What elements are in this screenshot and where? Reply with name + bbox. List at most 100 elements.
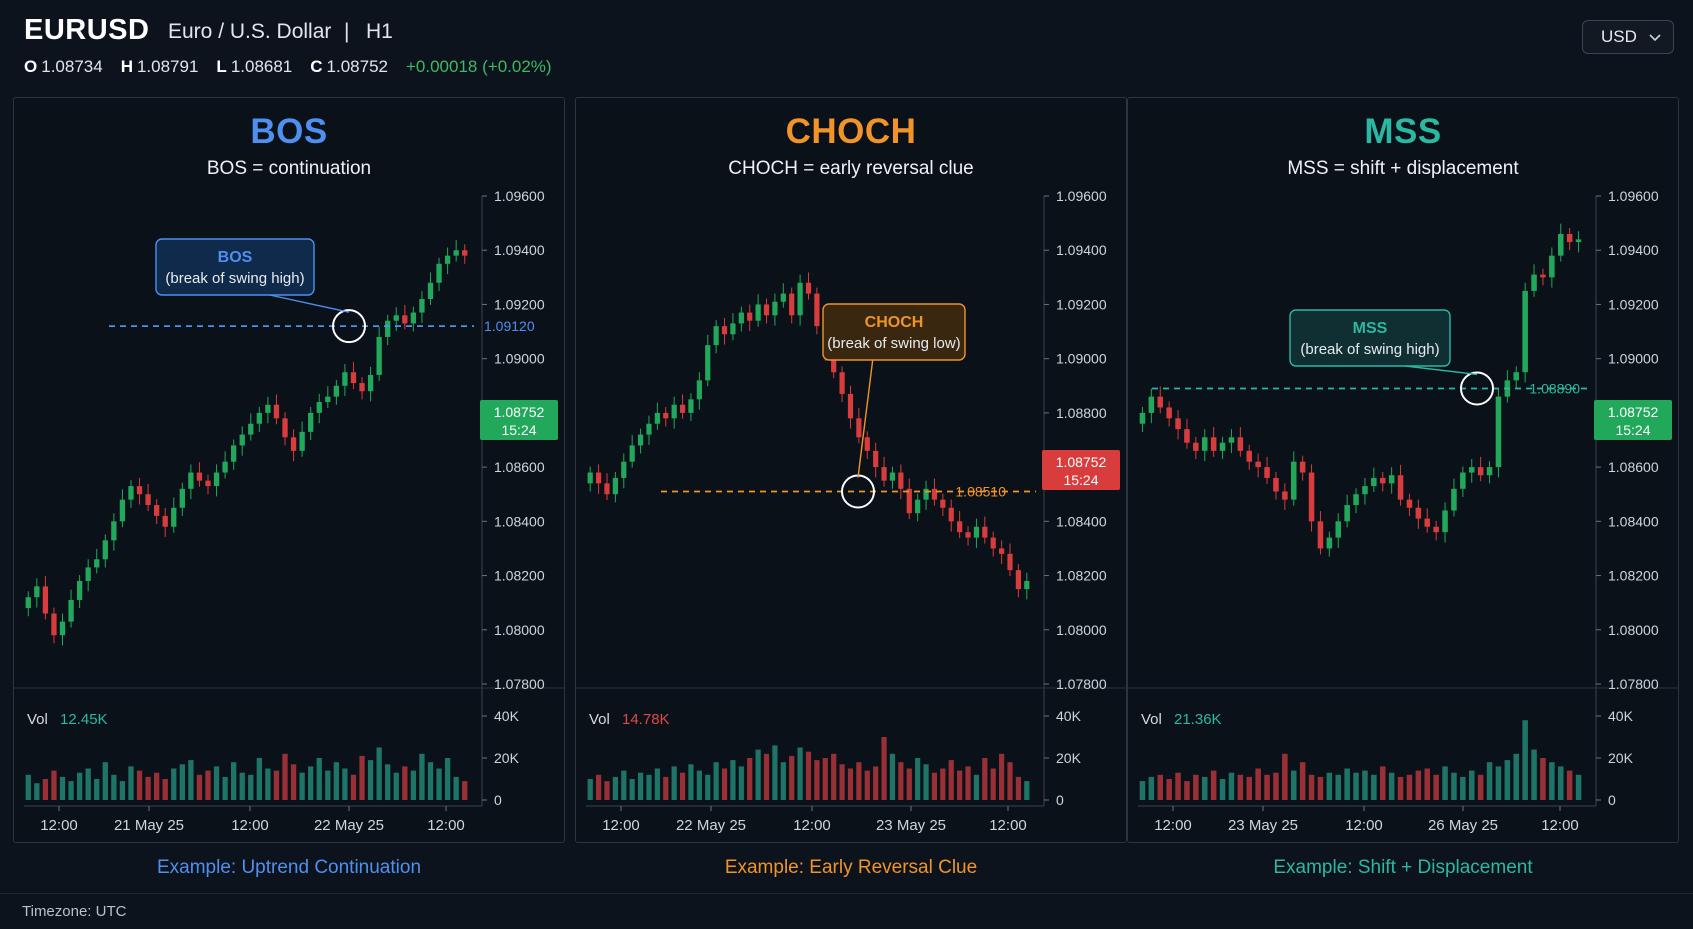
candle-body xyxy=(76,580,83,600)
footer-divider xyxy=(0,893,1693,894)
candle-body xyxy=(814,293,820,327)
price-tag-value: 1.08752 xyxy=(1608,404,1659,420)
y-tick-label: 1.09200 xyxy=(1608,296,1659,312)
open-label: O xyxy=(24,57,38,76)
candle-body xyxy=(738,312,744,324)
timeframe-label[interactable]: H1 xyxy=(366,20,393,43)
callout-box xyxy=(1289,309,1451,367)
candle-body xyxy=(1575,239,1582,243)
y-tick-label: 1.07800 xyxy=(1608,676,1659,692)
volume-bar xyxy=(462,781,468,800)
volume-bar xyxy=(839,764,845,800)
y-tick-label: 1.09600 xyxy=(494,188,545,204)
vol-tick-label: 0 xyxy=(1056,792,1064,808)
volume-bar xyxy=(814,760,820,800)
y-tick-label: 1.08400 xyxy=(494,513,545,529)
candle-body xyxy=(965,532,971,538)
candle-body xyxy=(94,559,100,568)
y-tick-label: 1.08600 xyxy=(494,459,545,475)
volume-label: Vol xyxy=(27,711,48,728)
x-tick-label: 22 May 25 xyxy=(676,817,746,834)
candle-body xyxy=(1549,255,1555,278)
candle-body xyxy=(453,250,459,256)
candle-body xyxy=(1007,553,1013,571)
volume-bar xyxy=(59,776,66,800)
y-tick-label: 1.08200 xyxy=(1608,568,1659,584)
candle-body xyxy=(621,461,627,478)
candle-body xyxy=(1228,437,1235,443)
volume-bar xyxy=(162,779,168,800)
candle-body xyxy=(1290,461,1297,500)
panel-subtitle: BOS = continuation xyxy=(206,158,372,179)
candle-body xyxy=(1388,475,1395,484)
panel-title: CHOCH xyxy=(785,112,917,151)
candle-body xyxy=(1397,475,1404,500)
close-label: C xyxy=(310,57,323,76)
volume-value: 21.36K xyxy=(1174,711,1222,728)
volume-bar xyxy=(1193,774,1199,800)
candle-body xyxy=(179,488,185,508)
candle-body xyxy=(128,486,134,500)
candle-body xyxy=(915,499,921,514)
candle-body xyxy=(171,507,177,527)
candle-body xyxy=(419,299,425,313)
volume-bar xyxy=(1299,762,1306,800)
volume-bar xyxy=(595,774,602,800)
volume-bar xyxy=(1344,768,1350,800)
volume-bar xyxy=(654,768,660,800)
high-value: 1.08791 xyxy=(136,57,199,76)
volume-bar xyxy=(721,768,728,800)
volume-bar xyxy=(999,753,1005,800)
volume-bar xyxy=(1219,779,1226,800)
y-tick-label: 1.08000 xyxy=(1608,622,1659,638)
y-tick-label: 1.09200 xyxy=(1056,296,1107,312)
bos-chart[interactable]: 1.096001.094001.092001.090001.088001.086… xyxy=(14,98,565,843)
choch-chart[interactable]: 1.096001.094001.092001.090001.088001.086… xyxy=(576,98,1127,843)
volume-bar xyxy=(1495,766,1502,800)
callout-title: CHOCH xyxy=(865,314,924,331)
candle-body xyxy=(747,312,753,321)
volume-bar xyxy=(153,772,160,800)
candle-body xyxy=(654,412,660,424)
candle-body xyxy=(1273,477,1279,492)
price-tag-value: 1.08752 xyxy=(1056,454,1107,470)
price-tag-time: 15:24 xyxy=(1615,422,1650,438)
volume-bar xyxy=(587,779,593,800)
chevron-down-icon xyxy=(1649,27,1661,47)
bos-panel: BOS BOS = continuation 1.09600 1.09400 1.0… xyxy=(13,97,565,843)
volume-bar xyxy=(385,764,391,800)
volume-bar xyxy=(1424,768,1431,800)
volume-bar xyxy=(436,768,442,800)
mss-chart[interactable]: 1.096001.094001.092001.090001.088001.086… xyxy=(1128,98,1679,843)
volume-bar xyxy=(973,774,980,800)
candle-body xyxy=(1513,372,1520,381)
volume-bar xyxy=(325,770,331,800)
candle-body xyxy=(102,540,108,560)
candle-body xyxy=(299,431,305,451)
volume-bar xyxy=(1549,762,1555,800)
x-tick-label: 26 May 25 xyxy=(1428,817,1498,834)
level-label: 1.09120 xyxy=(484,318,535,334)
candle-body xyxy=(393,315,399,321)
candle-body xyxy=(982,526,988,538)
volume-bar xyxy=(273,770,280,800)
volume-bar xyxy=(1504,760,1511,800)
currency-select[interactable]: USD xyxy=(1582,20,1674,54)
candle-body xyxy=(436,263,442,283)
price-tag xyxy=(1042,450,1120,490)
candle-body xyxy=(256,412,262,424)
candle-body xyxy=(595,472,602,484)
y-tick-label: 1.09400 xyxy=(1056,242,1107,258)
symbol-title[interactable]: EURUSD xyxy=(24,14,150,46)
volume-bar xyxy=(923,764,929,800)
symbol-description: Euro / U.S. Dollar xyxy=(168,20,332,43)
volume-bar xyxy=(856,762,862,800)
candle-body xyxy=(239,434,245,446)
volume-bar xyxy=(402,766,408,800)
volume-bar xyxy=(1317,776,1324,800)
candle-body xyxy=(705,345,711,381)
volume-bar xyxy=(982,758,988,800)
volume-bar xyxy=(1157,774,1164,800)
y-tick-label: 1.08400 xyxy=(1056,513,1107,529)
volume-bar xyxy=(646,774,652,800)
